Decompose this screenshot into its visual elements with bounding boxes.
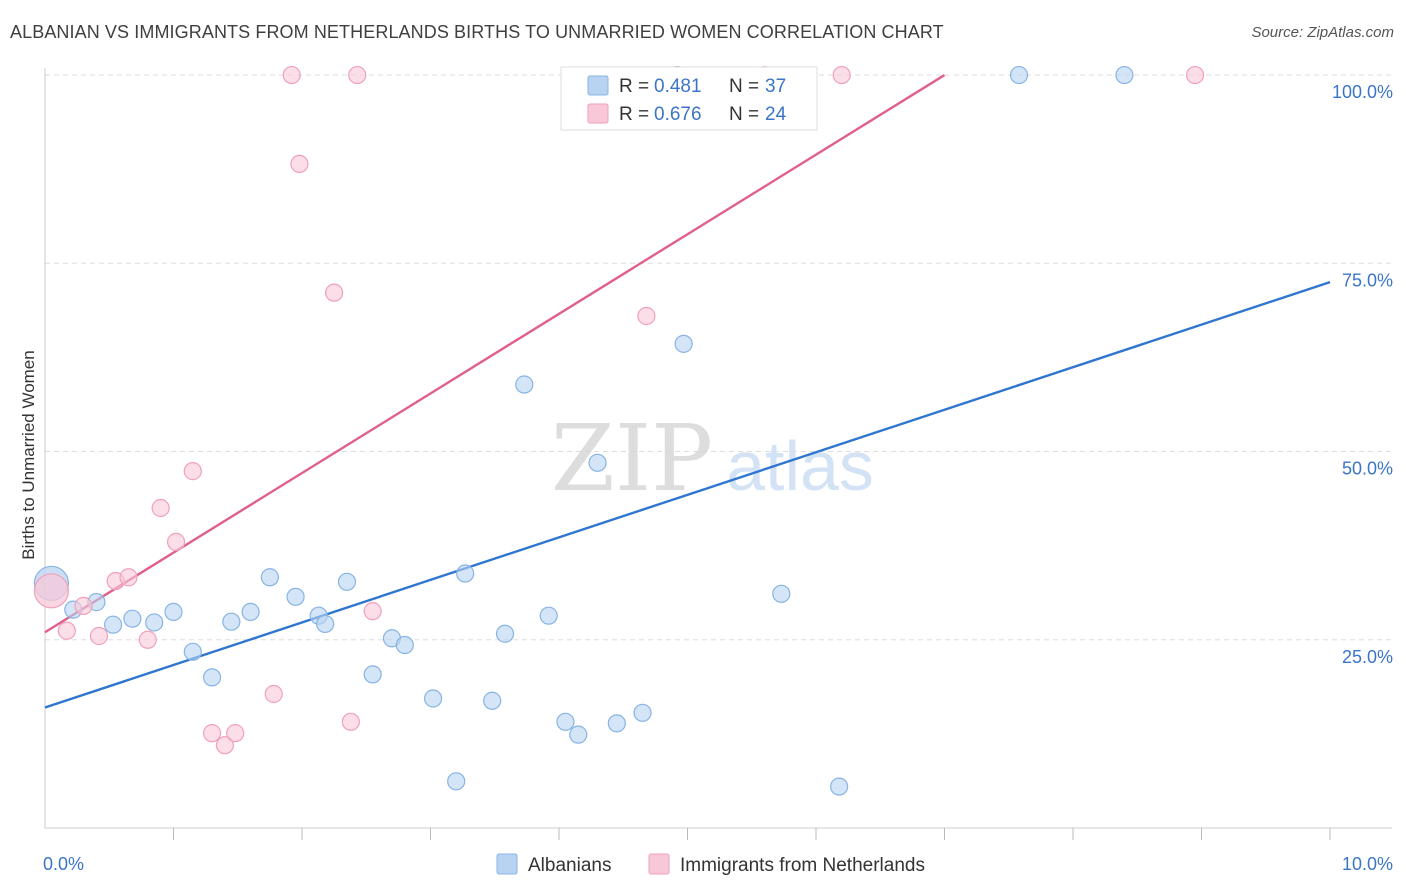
point-netherlands[interactable] [363,602,382,621]
point-albanians[interactable] [222,612,241,631]
point-netherlands[interactable] [202,724,222,743]
point-netherlands[interactable] [166,532,186,551]
bottom-legend: Albanians Immigrants from Netherlands [496,853,925,876]
point-albanians[interactable] [633,703,652,722]
point-albanians[interactable] [1115,65,1134,85]
point-albanians[interactable] [1009,65,1029,85]
legend-swatch-netherlands [648,853,670,875]
point-albanians[interactable] [539,606,558,625]
point-albanians[interactable] [772,584,791,603]
y-tick-label: 75.0% [1342,270,1393,290]
chart-source: Source: ZipAtlas.com [1251,24,1394,41]
point-netherlands[interactable] [151,498,170,518]
point-albanians[interactable] [515,375,534,394]
point-albanians[interactable] [607,714,626,733]
legend-swatch-albanians [496,853,518,875]
stats-r-value-albanians: 0.481 [654,76,702,97]
stats-r-label-netherlands: R = [619,104,649,125]
point-albanians[interactable] [286,587,305,606]
point-albanians[interactable] [483,691,502,710]
point-albanians[interactable] [316,614,335,634]
point-albanians[interactable] [104,615,123,634]
point-albanians[interactable] [145,613,164,632]
point-netherlands[interactable] [89,626,109,646]
stats-swatch-albanians [587,75,609,96]
point-netherlands[interactable] [119,568,138,587]
point-albanians[interactable] [241,602,260,622]
point-albanians[interactable] [123,609,142,628]
x-tick-label: 0.0% [43,854,84,874]
point-netherlands[interactable] [33,573,70,609]
y-tick-label: 50.0% [1342,459,1393,479]
point-albanians[interactable] [830,777,849,796]
stats-r-label-albanians: R = [619,76,649,97]
point-netherlands[interactable] [138,630,157,649]
point-albanians[interactable] [202,668,222,687]
point-netherlands[interactable] [832,65,851,85]
trendlines [44,74,1331,709]
stats-swatch-netherlands [587,103,609,124]
point-netherlands[interactable] [325,283,344,302]
legend-label-netherlands: Immigrants from Netherlands [680,855,925,876]
point-albanians[interactable] [363,665,382,684]
trendline-netherlands [44,74,946,634]
y-tick-label: 100.0% [1332,82,1393,102]
point-netherlands[interactable] [74,596,93,615]
point-albanians[interactable] [495,624,515,643]
point-netherlands[interactable] [341,712,360,731]
axis-labels: Births to Unmarried Women 25.0% 50.0% 75.0… [19,82,1393,874]
stats-r-value-netherlands: 0.676 [654,104,702,125]
point-netherlands[interactable] [226,724,245,743]
chart-title: ALBANIAN VS IMMIGRANTS FROM NETHERLANDS … [10,22,944,42]
stats-n-label-netherlands: N = [729,104,759,125]
watermark-atlas: atlas [726,427,874,505]
point-netherlands[interactable] [290,154,309,174]
point-netherlands[interactable] [1185,65,1205,85]
point-netherlands[interactable] [264,684,283,704]
y-tick-label: 25.0% [1342,647,1393,667]
point-albanians[interactable] [183,642,202,661]
point-netherlands[interactable] [282,65,301,85]
point-albanians[interactable] [337,572,357,591]
point-albanians[interactable] [423,689,443,708]
point-albanians[interactable] [569,725,588,744]
point-albanians[interactable] [588,453,607,472]
watermark-zip: ZIP [551,405,713,512]
x-tick-label: 10.0% [1342,854,1393,874]
legend-label-albanians: Albanians [528,855,611,876]
point-netherlands[interactable] [348,65,367,85]
stats-legend: R = 0.481 N = 37 R = 0.676 N = 24 [560,66,818,131]
point-netherlands[interactable] [215,736,234,755]
trendline-albanians [44,280,1331,709]
point-albanians[interactable] [260,568,279,587]
point-netherlands[interactable] [183,462,202,481]
y-axis-title: Births to Unmarried Women [19,350,38,559]
point-albanians[interactable] [164,602,183,622]
point-albanians[interactable] [456,564,475,583]
stats-n-value-netherlands: 24 [765,104,787,125]
stats-n-label-albanians: N = [729,76,759,97]
point-albanians[interactable] [674,334,693,353]
point-netherlands[interactable] [57,621,76,640]
axes [44,68,1392,840]
stats-n-value-albanians: 37 [765,76,786,97]
point-albanians[interactable] [556,712,575,731]
point-albanians[interactable] [447,772,466,791]
point-netherlands[interactable] [637,306,656,326]
point-albanians[interactable] [395,635,414,655]
gridlines [45,74,1392,641]
